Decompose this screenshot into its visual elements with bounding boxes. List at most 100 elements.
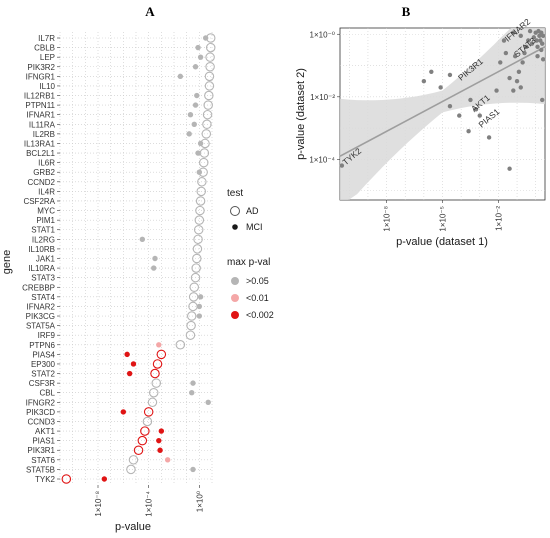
ad-point [205,42,216,53]
scatter-point [511,88,516,93]
gene-label: CREBBP [22,283,55,292]
scatter-point [498,60,503,65]
ad-point [140,426,150,436]
mci-point [194,92,200,99]
scatter-point [468,97,473,103]
gene-label: IL7R [38,34,55,43]
ad-point [150,368,160,379]
panel-a-gridlines [59,32,213,485]
ad-point [137,435,148,446]
mci-point [192,102,199,108]
legend-ad-marker [230,206,240,216]
legend-maxp-lt001-marker [231,294,239,302]
x-tick-label: 1×10⁻⁸ [94,491,103,517]
ad-point [133,445,144,455]
scatter-point [527,28,533,34]
panel-b-regression-fit [339,28,546,200]
ad-point [185,330,196,340]
scatter-point [438,85,443,90]
scatter-point [466,129,471,134]
gene-label: CSF2RA [23,197,55,206]
mci-point [195,150,201,156]
gene-label: IL11RA [29,120,56,129]
ad-point [188,292,199,302]
scatter-point [512,53,518,59]
x-tick-label: 1×10⁻⁴ [145,490,154,516]
mci-point [197,294,204,300]
confidence-band [340,28,545,200]
mci-point [156,342,162,348]
mci-point [191,121,197,127]
panel-b-y-axis-label: p-value (dataset 2) [295,68,307,160]
scatter-point [518,33,523,39]
panel-a-gene-labels: IL7RCBLBLEPPIK3R2IFNGR1IL10IL12RB1PTPN11… [22,34,60,484]
scatter-point [473,107,479,112]
gene-label: PTPN6 [29,341,55,350]
scatter-point [520,60,525,65]
gene-label: IFNGR2 [26,398,56,407]
gene-label: PIM1 [36,216,55,225]
mci-point [158,428,165,434]
gene-label: STAT1 [31,226,55,235]
ad-point [147,397,158,408]
mci-point [156,437,162,444]
gene-label: TYK2 [35,475,56,484]
ad-point [202,119,212,130]
mci-point [139,236,146,243]
gene-label: IFNGR1 [26,72,56,81]
mci-point [152,255,158,262]
gene-label: MYC [37,207,55,216]
ad-point [203,100,213,110]
scatter-point [503,50,509,56]
gene-label: CSF3R [29,379,55,388]
scatter-point [511,30,516,35]
scatter-point [522,50,527,56]
scatter-point [540,33,546,39]
scatter-point [539,47,544,53]
gene-label: CCND3 [27,417,55,426]
mci-point [197,54,204,60]
mci-point [190,380,196,386]
panel-a-y-axis-label: gene [1,250,13,274]
ad-point [61,474,72,484]
gene-label: IFNAR2 [27,302,56,311]
scatter-point [535,44,540,49]
gene-label: CBL [39,389,55,398]
mci-point [164,457,171,463]
panel-b-points [339,28,546,171]
ad-point [128,455,139,465]
gene-label: LEP [40,53,55,62]
gene-label: IL6R [38,159,55,168]
ad-point [195,205,205,216]
scatter-point [516,69,522,74]
gene-label: IFNAR1 [27,111,56,120]
x-tick-label: 1×10⁻⁵ [439,206,448,232]
ad-point [204,90,214,101]
scatter-point [518,85,523,90]
scatter-point [486,135,492,140]
ad-point [195,196,206,206]
gene-label: IL2RG [32,235,55,244]
x-tick-label: 1×10⁰ [195,491,204,512]
scatter-point [540,41,545,46]
mci-point [190,466,196,473]
scatter-point [429,69,434,74]
legend-maxp-lt0002-label: <0.002 [246,310,274,320]
gene-label: IL13RA1 [24,139,56,148]
scatter-point [494,88,499,93]
ad-point [189,282,200,293]
ad-point [142,416,153,427]
gene-label: PTPN11 [25,101,55,110]
panel-b-x-ticks: 1×10⁻⁸ 1×10⁻⁵ 1×10⁻² [383,200,503,232]
ad-point [151,378,162,388]
gene-label: PIK3CD [26,408,55,417]
legend-mci-label: MCI [246,222,263,232]
ad-point [143,407,154,417]
gene-label: IL2RB [33,130,55,139]
panel-a-points [61,33,216,484]
scatter-point [529,41,535,46]
y-tick-label: 1×10⁻⁰ [310,30,335,39]
ad-point [197,177,207,187]
legend-maxp-gt005-marker [231,277,239,285]
ad-point [193,234,203,245]
